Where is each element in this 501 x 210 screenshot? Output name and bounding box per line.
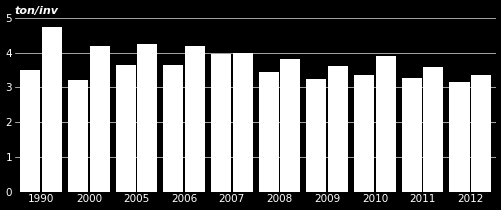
Bar [470,75,490,192]
Bar [137,44,157,192]
Bar [68,80,88,192]
Bar [211,54,230,192]
Bar [184,46,204,192]
Bar [375,56,395,192]
Bar [327,66,347,192]
Bar [21,70,41,192]
Bar [116,65,136,192]
Bar [259,72,278,192]
Bar [280,59,300,192]
Text: ton/inv: ton/inv [15,5,59,16]
Bar [42,28,62,192]
Bar [353,75,373,192]
Bar [89,46,109,192]
Bar [232,52,252,192]
Bar [401,77,421,192]
Bar [422,67,442,192]
Bar [448,82,468,192]
Bar [163,65,183,192]
Bar [306,79,326,192]
